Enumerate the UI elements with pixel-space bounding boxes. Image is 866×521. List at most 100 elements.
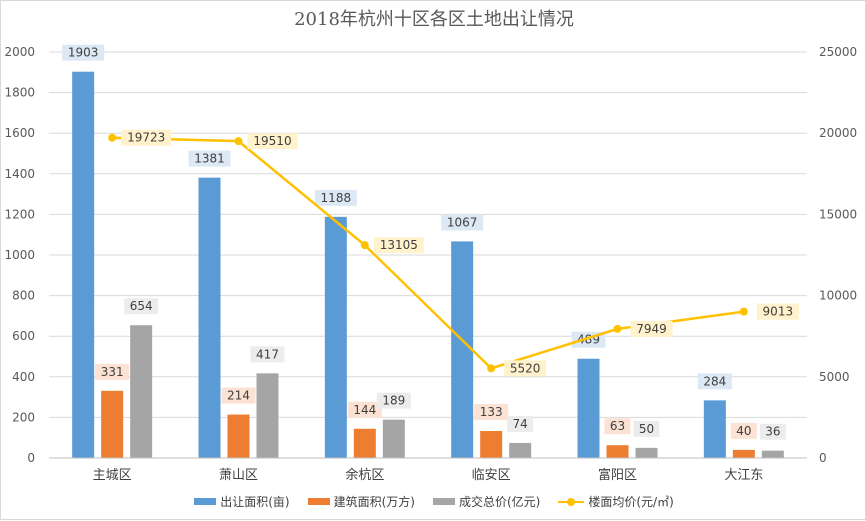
line-data-label: 19723 [127, 131, 165, 145]
x-tick-label: 临安区 [472, 468, 511, 483]
bar [130, 325, 153, 458]
line-data-label: 13105 [380, 238, 418, 252]
y-right-tick-label: 5000 [819, 370, 850, 384]
line-data-label-bg [247, 133, 298, 150]
data-label-bg [759, 423, 786, 440]
line-point [234, 137, 243, 146]
data-label-bg [604, 418, 631, 435]
line-data-label: 19510 [253, 134, 291, 148]
data-label-bg [730, 422, 757, 439]
line-data-label-bg [121, 129, 172, 146]
data-label: 40 [736, 424, 751, 438]
line-data-label-bg [373, 237, 424, 254]
bar [509, 442, 532, 458]
legend-swatch-building [307, 498, 330, 505]
y-left-tick-label: 0 [27, 451, 35, 465]
line-data-label-bg [504, 360, 547, 377]
y-left-tick-label: 1600 [4, 126, 35, 140]
bar [451, 241, 474, 458]
legend-swatch-price [558, 497, 585, 506]
data-label-bg [221, 387, 256, 404]
data-label: 63 [610, 419, 625, 433]
x-tick-label: 萧山区 [219, 468, 258, 483]
data-label: 284 [703, 374, 726, 388]
bar [324, 216, 347, 458]
bar [732, 449, 755, 458]
line-data-label-bg [630, 320, 673, 337]
data-label: 36 [765, 425, 780, 439]
data-label-bg [314, 189, 357, 206]
data-label-bg [95, 363, 130, 380]
y-right-tick-label: 15000 [819, 207, 857, 221]
bar [198, 177, 221, 459]
data-label: 1381 [194, 152, 225, 166]
line-point [613, 324, 622, 333]
y-right-tick-label: 25000 [819, 45, 857, 59]
line-point [360, 241, 369, 250]
data-label-bg [697, 373, 732, 390]
legend-swatch-total [432, 498, 455, 505]
data-label: 50 [639, 422, 654, 436]
data-label: 74 [513, 417, 528, 431]
legend: 出让面积(亩) 建筑面积(万方) 成交总价(亿元) 楼面均价(元/㎡) [1, 493, 866, 510]
x-tick-label: 大江东 [724, 468, 763, 483]
line-data-label-bg [756, 303, 799, 320]
data-label-bg [250, 346, 285, 363]
legend-swatch-area [194, 498, 217, 505]
y-left-tick-label: 1400 [4, 167, 35, 181]
legend-item-building: 建筑面积(万方) [307, 493, 415, 510]
line-data-label: 5520 [510, 361, 541, 375]
bar [227, 414, 250, 458]
data-label: 189 [382, 394, 405, 408]
data-label-bg [347, 401, 382, 418]
data-label: 417 [256, 347, 279, 361]
x-tick-label: 余杭区 [345, 467, 384, 483]
bar [256, 373, 279, 458]
x-tick-label: 富阳区 [598, 467, 637, 483]
y-left-tick-label: 1000 [4, 248, 35, 262]
x-tick-label: 主城区 [93, 468, 132, 483]
line-point [739, 307, 748, 316]
bar [635, 447, 658, 458]
bar [353, 428, 376, 458]
bar [761, 450, 784, 458]
data-label: 331 [101, 365, 124, 379]
data-label-bg [441, 214, 484, 231]
data-label: 654 [130, 299, 153, 313]
legend-item-total: 成交总价(亿元) [432, 493, 541, 510]
bar [382, 419, 405, 458]
data-label-bg [507, 415, 534, 432]
data-label-bg [124, 298, 159, 315]
data-label-bg [376, 392, 411, 409]
y-right-tick-label: 0 [819, 451, 827, 465]
bar [703, 400, 726, 458]
data-label: 1188 [321, 191, 352, 205]
y-left-tick-label: 800 [12, 289, 35, 303]
legend-label-area: 出让面积(亩) [220, 495, 290, 509]
line-point [487, 364, 496, 373]
line-point [108, 133, 117, 142]
data-label: 144 [353, 403, 376, 417]
legend-item-price: 楼面均价(元/㎡) [558, 493, 674, 510]
bar [577, 358, 600, 458]
data-label: 1903 [68, 46, 99, 60]
y-right-tick-label: 10000 [819, 289, 857, 303]
legend-label-price: 楼面均价(元/㎡) [588, 495, 674, 509]
y-right-tick-label: 20000 [819, 126, 857, 140]
legend-item-area: 出让面积(亩) [194, 493, 290, 510]
bar [72, 71, 95, 458]
line-data-label: 9013 [763, 305, 794, 319]
data-label-bg [633, 420, 660, 437]
y-left-tick-label: 400 [12, 370, 35, 384]
bar [101, 390, 124, 458]
legend-label-building: 建筑面积(万方) [333, 495, 415, 509]
chart-title: 2018年杭州十区各区土地出让情况 [294, 9, 574, 30]
y-left-tick-label: 2000 [4, 45, 35, 59]
data-label-bg [474, 404, 509, 421]
legend-label-total: 成交总价(亿元) [458, 495, 541, 509]
data-label: 1067 [447, 215, 478, 229]
y-left-tick-label: 1200 [4, 207, 35, 221]
data-label-bg [62, 44, 105, 61]
